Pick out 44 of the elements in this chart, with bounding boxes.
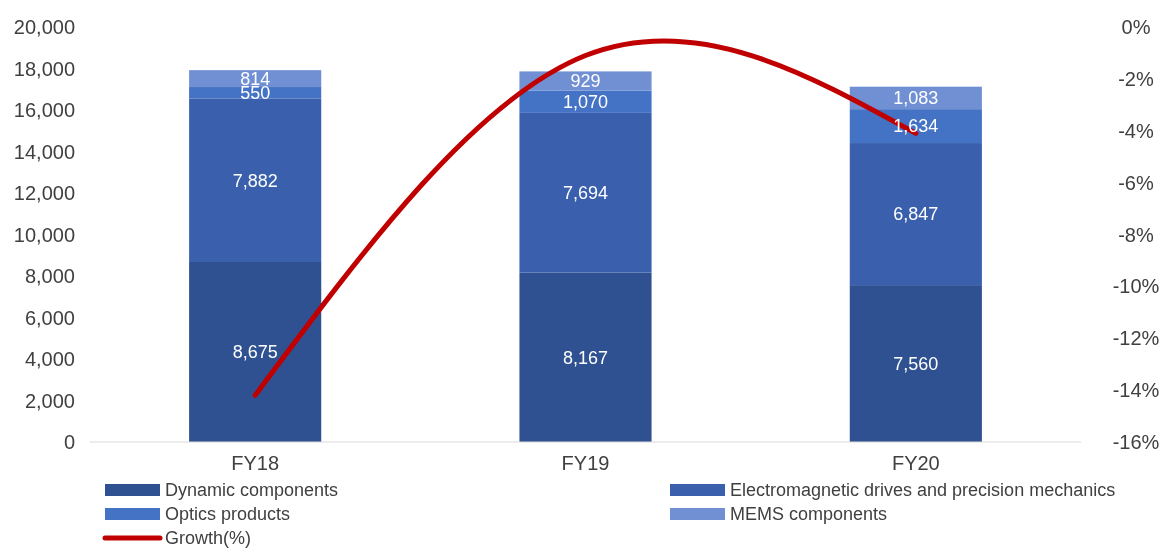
bar: [519, 112, 652, 273]
bar: [849, 143, 982, 286]
data-label: 929: [570, 71, 601, 92]
x-tick-label: FY19: [561, 452, 610, 474]
legend-label: Growth(%): [165, 528, 252, 549]
y-tick-label: 10,000: [13, 223, 75, 246]
y-tick-label: 6,000: [24, 306, 75, 329]
bar: [189, 261, 322, 442]
y2-tick-label: -12%: [1112, 327, 1160, 350]
y2-tick-label: -6%: [1118, 171, 1154, 194]
y-tick-label: 8,000: [24, 265, 75, 287]
legend-label: MEMS components: [730, 504, 888, 525]
y2-tick-label: -10%: [1112, 275, 1160, 298]
y-tick-label: 0: [63, 431, 75, 453]
data-label: 1,083: [893, 88, 939, 109]
y2-tick-label: -4%: [1118, 119, 1154, 142]
y2-tick-label: -2%: [1118, 67, 1154, 90]
data-label: 8,167: [562, 347, 609, 368]
y2-tick-label: -16%: [1112, 431, 1160, 453]
x-tick-label: FY20: [891, 452, 940, 474]
x-tick-label: FY18: [231, 452, 280, 474]
data-label: 6,847: [893, 204, 939, 225]
y2-tick-label: 0%: [1121, 16, 1151, 38]
data-label: 7,694: [562, 183, 609, 204]
y2-tick-label: -8%: [1118, 223, 1154, 246]
legend-label: Optics products: [165, 504, 291, 525]
bar: [849, 285, 982, 442]
legend-label: Electromagnetic drives and precision mechanics: [730, 480, 1116, 501]
data-label: 8,675: [232, 342, 278, 363]
bar: [189, 98, 322, 262]
y-tick-label: 4,000: [24, 348, 75, 370]
data-label: 1,070: [562, 92, 609, 113]
y-tick-label: 20,000: [13, 16, 75, 38]
y2-tick-label: -14%: [1112, 379, 1160, 402]
data-label: 7,560: [893, 353, 939, 374]
y-tick-label: 2,000: [24, 389, 75, 412]
y-tick-label: 18,000: [13, 57, 75, 80]
legend-label: Dynamic components: [165, 480, 339, 501]
y-tick-label: 12,000: [13, 182, 75, 204]
data-label: 7,882: [232, 170, 278, 191]
y-tick-label: 14,000: [13, 140, 75, 163]
bar: [189, 70, 322, 88]
y-tick-label: 16,000: [13, 99, 75, 121]
bar: [519, 272, 652, 442]
